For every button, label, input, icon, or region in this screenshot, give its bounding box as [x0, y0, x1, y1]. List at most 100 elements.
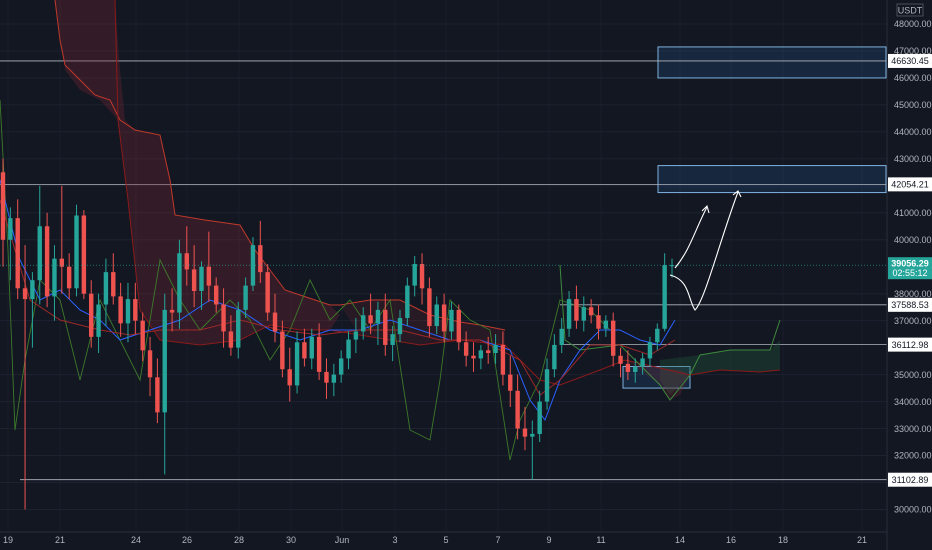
- candle-body: [574, 299, 579, 321]
- candle: [383, 293, 388, 356]
- candle: [155, 358, 160, 424]
- candle-body: [441, 304, 447, 332]
- candle: [375, 301, 381, 345]
- level-price-tag[interactable]: [888, 297, 932, 312]
- candle-body: [169, 309, 175, 313]
- level-price-text: 37588.53: [891, 300, 929, 310]
- candle: [361, 307, 366, 340]
- candle: [162, 293, 167, 475]
- candle-body: [456, 309, 462, 343]
- candle: [184, 226, 189, 286]
- candle: [265, 264, 270, 321]
- horizontal-levels: [0, 60, 887, 481]
- arrow-head: [701, 204, 710, 214]
- candle-body: [478, 350, 484, 359]
- candle: [618, 347, 623, 378]
- zone-box[interactable]: [657, 46, 887, 79]
- candle: [456, 304, 462, 351]
- currency-badge: USDT: [896, 3, 924, 17]
- candle: [405, 277, 410, 327]
- y-tick-label: 40000.00: [894, 235, 932, 245]
- candle: [8, 207, 13, 281]
- x-tick-label: 26: [182, 535, 192, 545]
- candle: [287, 347, 292, 402]
- candle: [419, 253, 425, 305]
- x-tick-label: 18: [778, 535, 788, 545]
- y-tick-label: 34000.00: [894, 397, 932, 407]
- candle-body: [118, 296, 123, 324]
- candle-body: [133, 299, 138, 321]
- candle-body: [559, 328, 564, 345]
- candle-body: [8, 218, 13, 240]
- zone-box[interactable]: [657, 165, 887, 194]
- candle: [89, 280, 94, 348]
- ichimoku-cloud: [0, 0, 781, 461]
- arrow-head: [732, 190, 742, 198]
- candle: [640, 353, 645, 375]
- candle-body: [265, 272, 270, 313]
- candle-body: [162, 309, 167, 413]
- y-tick-label: 32000.00: [894, 451, 932, 461]
- candle: [177, 239, 182, 329]
- candle-body: [522, 428, 528, 437]
- candle-body: [37, 226, 42, 281]
- candle: [169, 288, 175, 332]
- level-price-tag[interactable]: [888, 472, 932, 487]
- currency-label: USDT: [898, 6, 923, 16]
- y-tick-label: 30000.00: [894, 505, 932, 515]
- candle-body: [353, 331, 359, 340]
- candle-body: [30, 280, 35, 300]
- candle: [272, 293, 278, 343]
- y-tick-label: 33000.00: [894, 424, 932, 434]
- candle: [133, 282, 138, 335]
- candle: [37, 185, 42, 305]
- candle-body: [544, 369, 550, 402]
- level-price-tag[interactable]: [888, 337, 932, 352]
- zone-box[interactable]: [622, 366, 691, 389]
- candle-body: [647, 342, 653, 359]
- candle: [441, 293, 447, 343]
- level-price-tag[interactable]: [888, 177, 932, 192]
- y-tick-label: 41000.00: [894, 208, 932, 218]
- y-tick-label: 38000.00: [894, 289, 932, 299]
- candle-body: [15, 218, 20, 289]
- candle: [397, 309, 403, 343]
- level-price-tag[interactable]: [888, 53, 932, 68]
- candle-body: [603, 320, 609, 329]
- candle-body: [383, 309, 388, 345]
- x-tick-label: Jun: [335, 535, 350, 545]
- candle-body: [338, 358, 344, 375]
- candle-body: [280, 331, 285, 370]
- y-tick-label: 44000.00: [894, 127, 932, 137]
- candle-body: [419, 264, 425, 289]
- candle-body: [515, 390, 520, 429]
- zones: [622, 46, 887, 389]
- span-b: [114, 0, 781, 386]
- projection-path-2[interactable]: [674, 206, 708, 269]
- candle-body: [89, 293, 94, 337]
- candle-body: [199, 266, 204, 292]
- candle: [390, 326, 395, 362]
- time-axis[interactable]: 19 21 24 26 28 30 Jun 3 5 7 9 11 14 16 18 21: [3, 535, 867, 545]
- lagging-span: [559, 264, 781, 401]
- candle: [581, 296, 586, 332]
- y-tick-label: 43000.00: [894, 154, 932, 164]
- candle: [647, 336, 653, 367]
- y-tick-label: 35000.00: [894, 370, 932, 380]
- candle: [537, 390, 542, 443]
- last-price-tag[interactable]: [888, 257, 932, 280]
- candle-body: [471, 355, 476, 359]
- candle: [52, 245, 57, 321]
- candle-body: [669, 265, 675, 267]
- level-price-text: 46630.45: [891, 56, 929, 66]
- candle: [566, 291, 572, 337]
- candle-body: [530, 433, 535, 437]
- x-tick-label: 30: [286, 535, 296, 545]
- level-price-text: 36112.98: [892, 340, 929, 350]
- projection-path[interactable]: [669, 191, 739, 311]
- candle-body: [588, 307, 594, 316]
- candle: [522, 406, 528, 451]
- candle-body: [662, 265, 667, 329]
- candle-body: [66, 266, 72, 289]
